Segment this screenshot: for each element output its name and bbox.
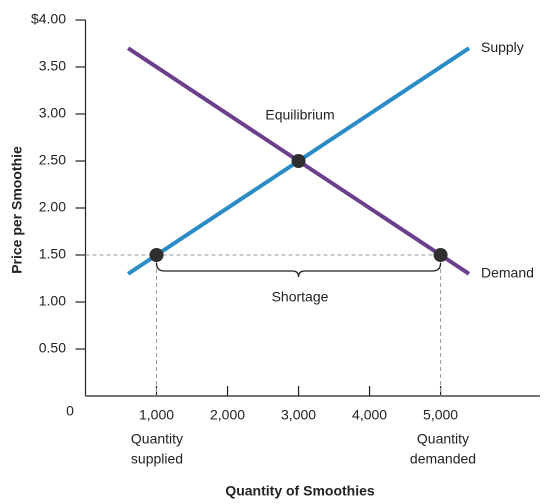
point (149, 248, 164, 262)
brace (155, 262, 442, 278)
y-tick-label: 1.00 (39, 293, 66, 309)
series-label: Demand (481, 265, 534, 281)
x-tick-label: 2,000 (210, 407, 245, 423)
annotation: supplied (131, 451, 183, 467)
y-tick-label: $4.00 (31, 11, 66, 27)
x-tick-label: 1,000 (139, 407, 174, 423)
y-tick-label: 2.50 (39, 152, 66, 168)
series-label: Supply (481, 39, 524, 55)
point (433, 248, 448, 262)
y-tick-label: 3.50 (39, 58, 66, 74)
annotation: Quantity (131, 431, 183, 447)
x-tick-label: 4,000 (352, 407, 387, 423)
y-tick-label: 3.00 (39, 105, 66, 121)
y-tick-label: 1.50 (39, 246, 66, 262)
annotation: Shortage (272, 289, 329, 305)
x-axis-title: Quantity of Smoothies (225, 483, 375, 499)
annotation: Quantity (417, 431, 469, 447)
y-tick-label: 0.50 (39, 340, 66, 356)
point (291, 154, 306, 168)
x-tick-label: 5,000 (423, 407, 458, 423)
annotation: Equilibrium (265, 107, 334, 123)
y-axis-title: Price per Smoothie (9, 146, 25, 274)
y-tick-label: 2.00 (39, 199, 66, 215)
y-tick-label: 0 (66, 403, 74, 419)
annotation: demanded (410, 451, 476, 467)
x-tick-label: 3,000 (281, 407, 316, 423)
